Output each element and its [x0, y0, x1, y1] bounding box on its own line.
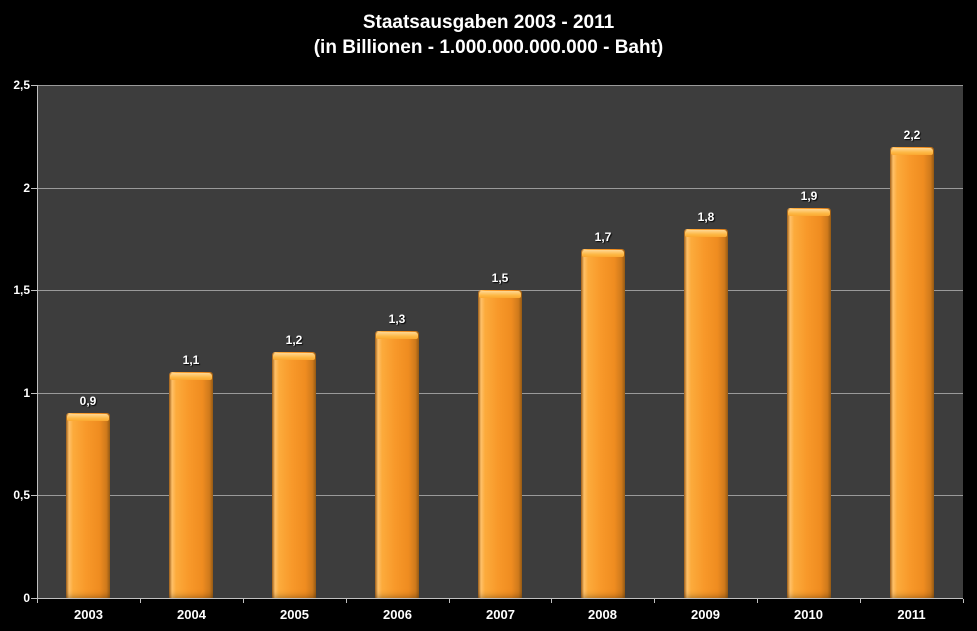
gridline — [37, 188, 963, 189]
y-axis-tick-label: 1 — [23, 386, 30, 400]
bar-2009 — [684, 229, 728, 598]
x-axis-tick-label: 2005 — [280, 607, 309, 622]
chart-title-line1: Staatsausgaben 2003 - 2011 — [362, 12, 615, 33]
x-axis-tick — [551, 599, 552, 603]
x-axis-tick — [654, 599, 655, 603]
y-axis-tick-label: 0 — [23, 591, 30, 605]
y-axis-tick — [31, 188, 37, 189]
y-axis-line — [37, 85, 38, 599]
y-axis-tick-label: 0,5 — [13, 488, 30, 502]
bar-value-label: 1,7 — [594, 230, 612, 244]
y-axis-tick — [31, 290, 37, 291]
x-axis-tick-label: 2007 — [486, 607, 515, 622]
bar-cap — [170, 373, 212, 380]
x-axis-tick-label: 2009 — [691, 607, 720, 622]
bar-value-label: 1,3 — [388, 312, 406, 326]
y-axis-tick — [31, 85, 37, 86]
x-axis-tick-label: 2011 — [897, 607, 926, 622]
x-axis-tick — [963, 599, 964, 603]
bar-value-label: 2,2 — [903, 128, 921, 142]
bar-2006 — [375, 331, 419, 598]
bar-value-label: 1,9 — [800, 189, 818, 203]
x-axis-line — [37, 598, 963, 599]
bar-2007 — [478, 290, 522, 598]
bar-value-label: 0,9 — [79, 394, 97, 408]
bar-cap — [273, 353, 315, 360]
x-axis-tick — [243, 599, 244, 603]
y-axis-tick-label: 1,5 — [13, 283, 30, 297]
chart-title-line2: (in Billionen - 1.000.000.000.000 - Baht… — [313, 37, 664, 58]
bar-value-label: 1,8 — [697, 210, 715, 224]
plot-area: 0,9 1,1 1,2 1,3 1,5 1,7 1,8 1,9 2,2 — [37, 85, 963, 598]
chart-title: Staatsausgaben 2003 - 2011 (in Billionen… — [0, 10, 977, 60]
x-axis-tick-label: 2003 — [74, 607, 103, 622]
bar-2003 — [66, 413, 110, 598]
x-axis-tick-label: 2010 — [794, 607, 823, 622]
bar-cap — [891, 148, 933, 155]
y-axis-tick-label: 2,5 — [13, 78, 30, 92]
x-axis-tick — [860, 599, 861, 603]
bar-cap — [582, 250, 624, 257]
x-axis-tick — [449, 599, 450, 603]
x-axis-tick — [346, 599, 347, 603]
bar-cap — [479, 291, 521, 298]
x-axis-tick-label: 2008 — [588, 607, 617, 622]
y-axis-tick — [31, 393, 37, 394]
bar-cap — [376, 332, 418, 339]
bar-2004 — [169, 372, 213, 598]
x-axis-tick — [140, 599, 141, 603]
y-axis-tick — [31, 598, 37, 599]
gridline — [37, 85, 963, 86]
bar-2011 — [890, 147, 934, 598]
x-axis-tick — [37, 599, 38, 603]
bar-cap — [685, 230, 727, 237]
y-axis-tick-label: 2 — [23, 181, 30, 195]
bar-cap — [788, 209, 830, 216]
bar-value-label: 1,5 — [491, 271, 509, 285]
bar-2010 — [787, 208, 831, 598]
bar-cap — [67, 414, 109, 421]
bar-value-label: 1,1 — [182, 353, 200, 367]
x-axis-tick-label: 2006 — [383, 607, 412, 622]
bar-2008 — [581, 249, 625, 598]
y-axis-tick — [31, 495, 37, 496]
bar-2005 — [272, 352, 316, 598]
bar-value-label: 1,2 — [285, 333, 303, 347]
x-axis-tick-label: 2004 — [177, 607, 206, 622]
x-axis-tick — [757, 599, 758, 603]
